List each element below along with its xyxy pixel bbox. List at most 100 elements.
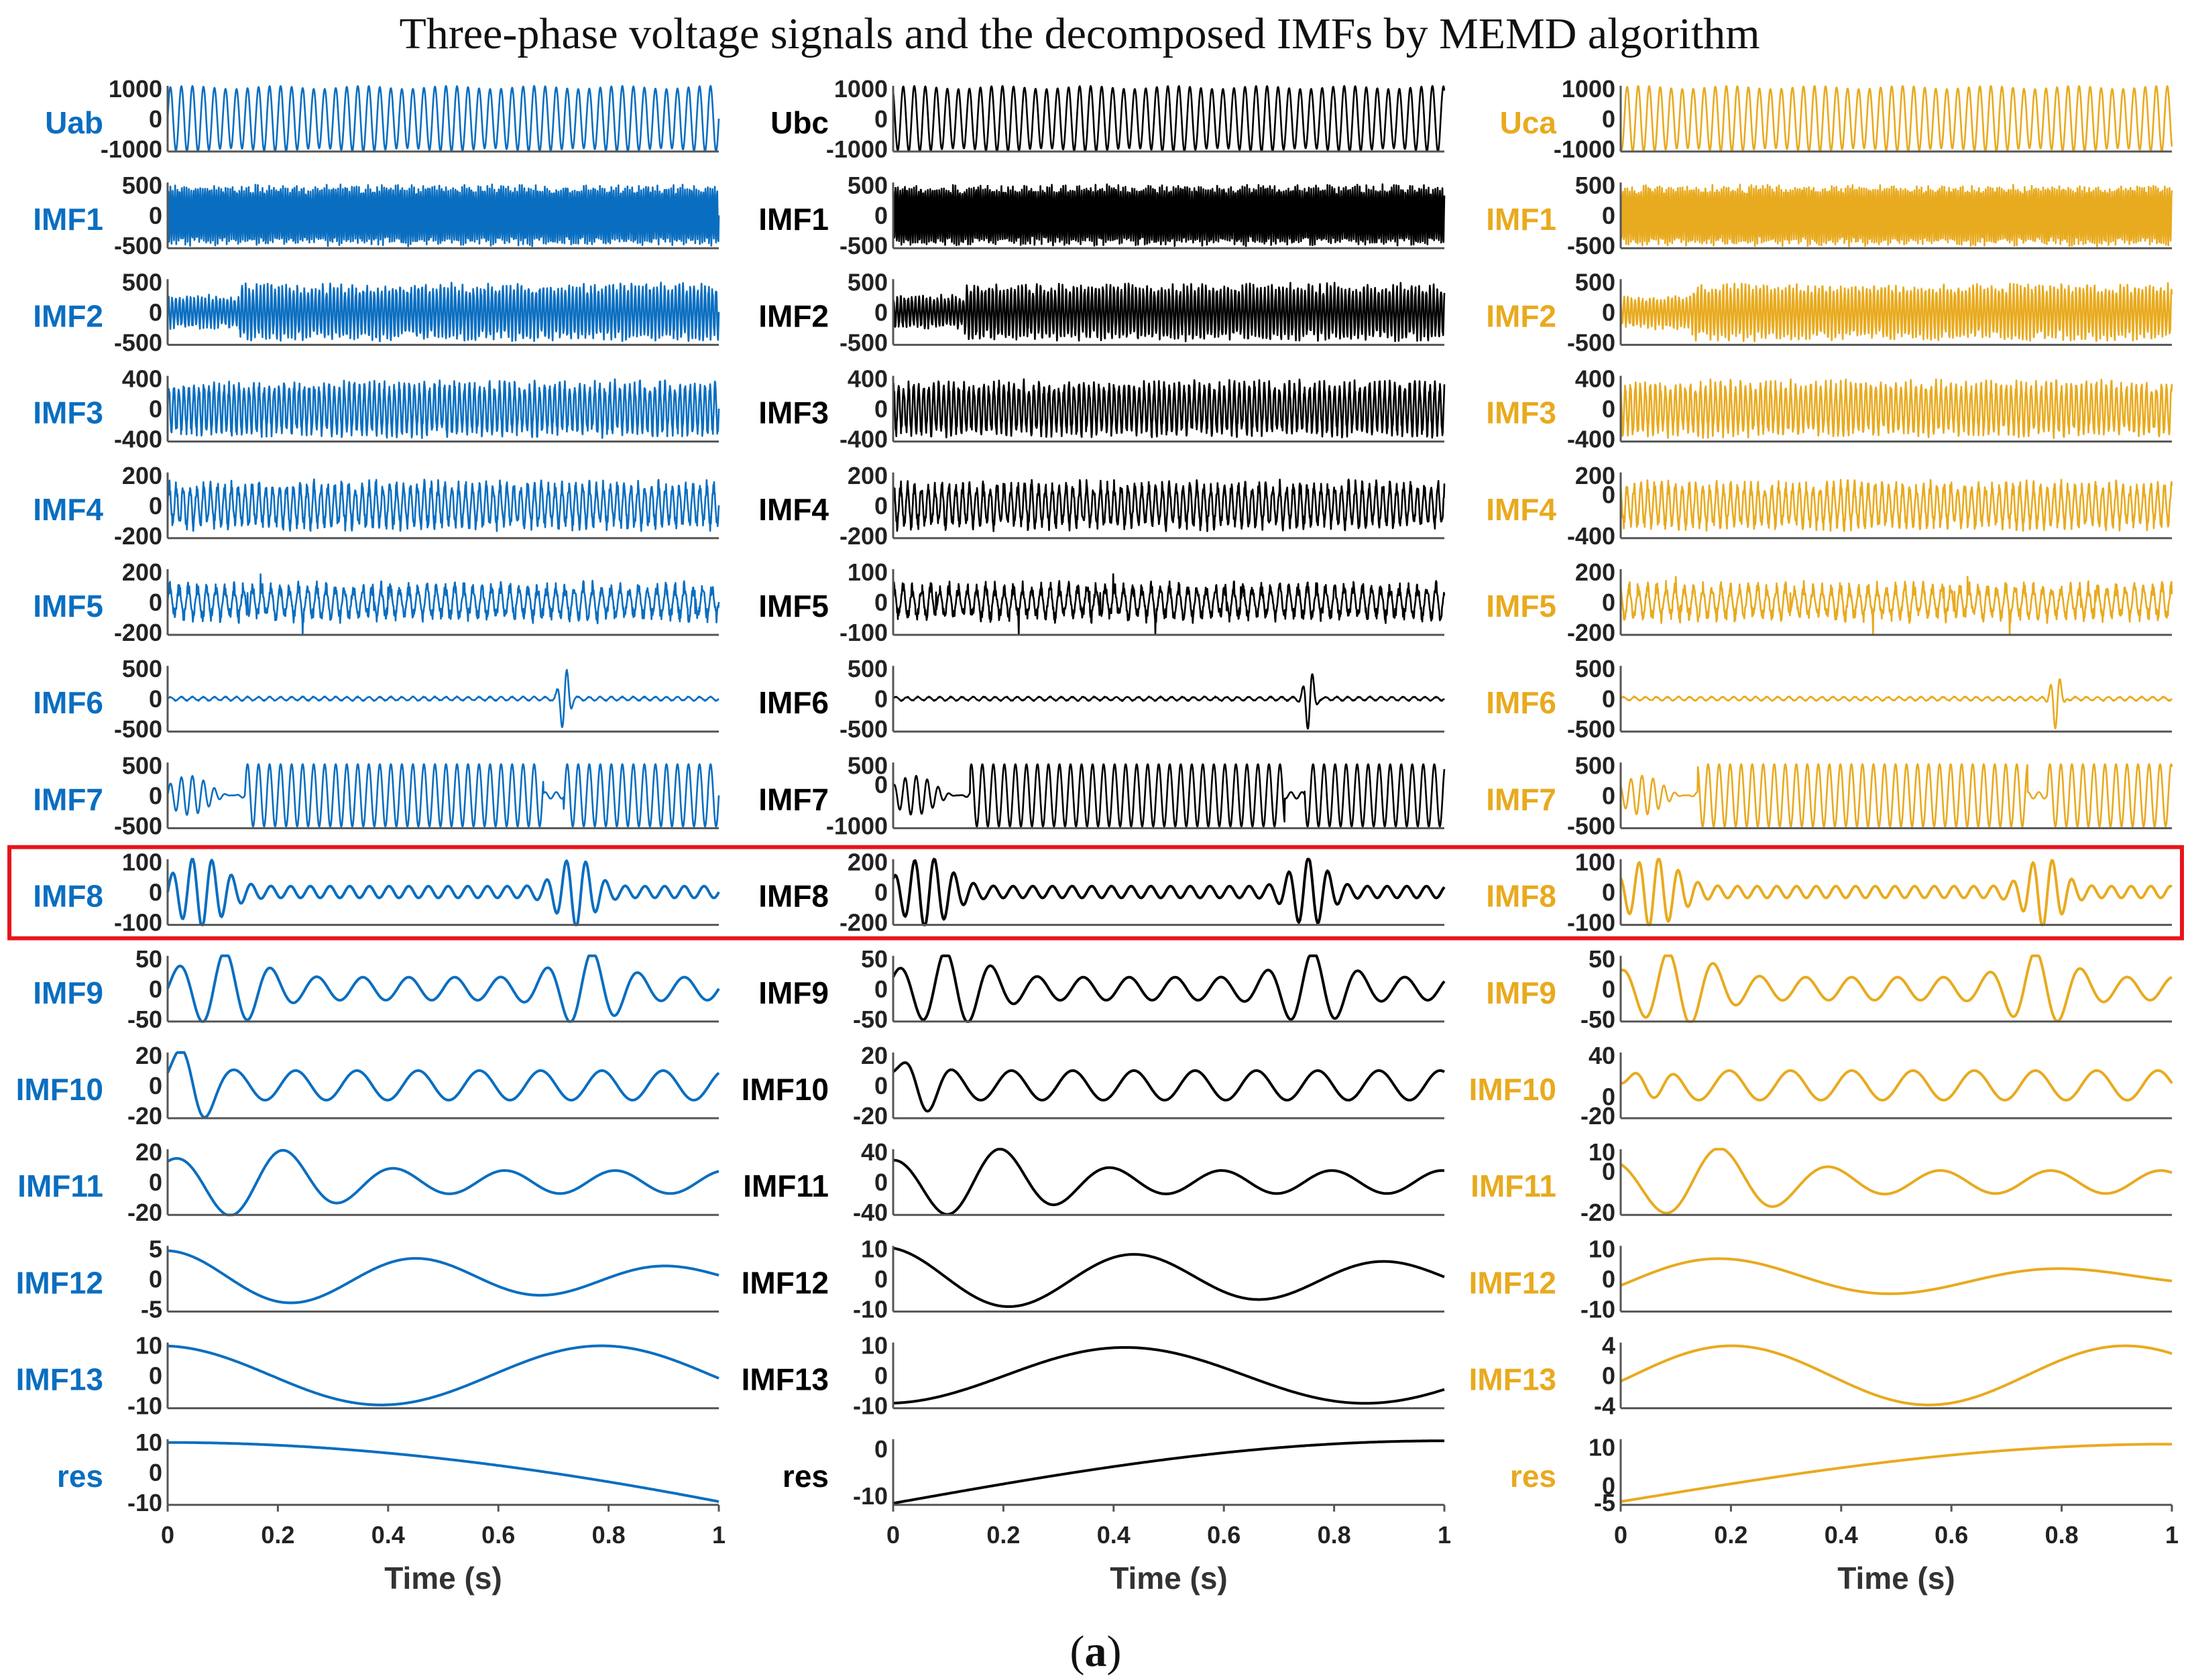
col3-row7-y-tick-label: 500 — [1575, 655, 1615, 682]
col3-row9-y-tick-label: 100 — [1575, 849, 1615, 876]
col1-row10-series-line — [166, 954, 720, 1023]
col2-row1-label: Ubc — [770, 105, 829, 140]
col1-x-tick-label: 0.8 — [592, 1521, 626, 1549]
col2-row13-label: IMF12 — [742, 1265, 829, 1300]
col2-row10-y-tick-label: 50 — [861, 945, 888, 973]
col2-row15-series-line — [892, 1439, 1445, 1505]
col1-row4-label: IMF3 — [33, 396, 103, 430]
col3-row12-series-line — [1619, 1148, 2173, 1215]
col3-row6-label: IMF5 — [1486, 589, 1556, 623]
col2-row10-y-tick-label: -50 — [853, 1006, 888, 1033]
col1-row3-y-tick-label: -500 — [114, 328, 162, 356]
col1-row10-y-tick-label: -50 — [127, 1006, 162, 1033]
col1-row13-y-tick-label: -5 — [141, 1295, 162, 1323]
col1-row8-y-tick-label: -500 — [114, 812, 162, 839]
col2-row4-label: IMF3 — [758, 396, 829, 430]
col3-row9-y-tick-label: 0 — [1602, 879, 1615, 906]
col2-row5-y-tick-label: 0 — [874, 492, 888, 520]
col2-x-tick-label: 0.6 — [1207, 1521, 1241, 1549]
col1-row7-label: IMF6 — [33, 685, 103, 720]
col1-row5-series-line — [166, 478, 720, 532]
col3-row7-y-tick-label: -500 — [1567, 715, 1615, 743]
col1-row13-series-line — [167, 1249, 719, 1305]
col3-row14-y-tick-label: 4 — [1602, 1332, 1615, 1360]
col2-row5-y-tick-label: 200 — [848, 462, 888, 489]
col3-row3-label: IMF2 — [1486, 298, 1556, 333]
col3-row1-y-tick-label: 1000 — [1562, 75, 1615, 103]
col2-row10-series-line — [892, 954, 1446, 1023]
col2-row15-y-tick-label: 0 — [874, 1435, 888, 1463]
col1-row8-series-line — [166, 763, 720, 828]
col2-row7-label: IMF6 — [758, 685, 829, 720]
col2-x-tick-label: 0 — [886, 1521, 900, 1549]
col2-x-tick-label: 0.2 — [986, 1521, 1020, 1549]
col3-row2-y-tick-label: 500 — [1575, 172, 1615, 199]
col1-row7-series-line — [166, 668, 719, 728]
col2-row6-y-tick-label: -100 — [840, 619, 888, 646]
col2-x-tick-label: 0.4 — [1097, 1521, 1131, 1549]
col1-row15-y-tick-label: 0 — [149, 1459, 162, 1486]
col3-row12-y-tick-label: 0 — [1602, 1158, 1615, 1185]
col3-x-tick-label: 0.2 — [1714, 1521, 1747, 1549]
col1-row3-y-tick-label: 0 — [149, 298, 162, 326]
col1-row13-y-tick-label: 0 — [149, 1265, 162, 1293]
col3-x-tick-label: 0.6 — [1935, 1521, 1968, 1549]
col2-row5-y-tick-label: -200 — [840, 522, 888, 550]
caption-close: ) — [1107, 1627, 1122, 1676]
col2-row12-y-tick-label: 0 — [874, 1168, 888, 1196]
col3-row7-series-line — [1620, 678, 2173, 729]
col2-row15-label: res — [783, 1459, 829, 1494]
col2-row2-label: IMF1 — [758, 202, 829, 237]
col1-row14-series-line — [167, 1344, 719, 1406]
col2-row6-y-tick-label: 0 — [874, 589, 888, 616]
col1-row12-y-tick-label: 20 — [135, 1138, 162, 1166]
col3-row2-y-tick-label: 0 — [1602, 202, 1615, 229]
col1-row3-y-tick-label: 500 — [122, 268, 162, 296]
col2-row5-label: IMF4 — [758, 492, 829, 527]
col2-row12-series-line — [892, 1148, 1445, 1216]
col2-row9-y-tick-label: 200 — [848, 849, 888, 876]
col3-row4-y-tick-label: 0 — [1602, 396, 1615, 423]
col3-row8-y-tick-label: 0 — [1602, 782, 1615, 809]
col3-row1-series-line — [1619, 85, 2173, 152]
col1-row6-y-tick-label: 0 — [149, 589, 162, 616]
col1-row6-y-tick-label: 200 — [122, 558, 162, 586]
col3-row4-y-tick-label: -400 — [1567, 426, 1615, 453]
col2-row1-y-tick-label: 0 — [874, 105, 888, 133]
col1-row11-y-tick-label: -20 — [127, 1102, 162, 1130]
col2-row3-y-tick-label: 0 — [874, 298, 888, 326]
col2-row9-y-tick-label: -200 — [840, 909, 888, 937]
col1-x-tick-label: 0.6 — [481, 1521, 515, 1549]
col1-row9-y-tick-label: 100 — [122, 849, 162, 876]
col3-row11-series-line — [1620, 1069, 2173, 1101]
imf8-highlight-box — [7, 845, 2184, 941]
col3-row5-y-tick-label: 200 — [1575, 462, 1615, 489]
col1-row2-label: IMF1 — [33, 202, 103, 237]
col2-row4-y-tick-label: 0 — [874, 396, 888, 423]
col2-x-tick-label: 1 — [1438, 1521, 1451, 1549]
col2-row11-y-tick-label: 20 — [861, 1042, 888, 1069]
col2-row4-series-line — [892, 378, 1446, 439]
col1-row5-y-tick-label: 0 — [149, 492, 162, 520]
col1-row9-y-tick-label: -100 — [114, 909, 162, 937]
col2-row1-y-tick-label: -1000 — [826, 135, 888, 163]
col3-row1-label: Uca — [1500, 105, 1557, 140]
col1-row10-y-tick-label: 50 — [135, 945, 162, 973]
caption-open: ( — [1070, 1627, 1085, 1676]
col2-row2-y-tick-label: 0 — [874, 202, 888, 229]
col1-row15-series-line — [167, 1441, 719, 1503]
col1-row4-series-line — [166, 378, 720, 439]
col3-row7-label: IMF6 — [1486, 685, 1556, 720]
col3-row14-label: IMF13 — [1469, 1362, 1556, 1397]
col3-row1-y-tick-label: -1000 — [1554, 135, 1615, 163]
col3-row13-y-tick-label: -10 — [1580, 1295, 1615, 1323]
col3-row6-series-line — [1619, 575, 2173, 636]
col1-row9-label: IMF8 — [33, 879, 103, 914]
col1-row13-label: IMF12 — [16, 1265, 103, 1300]
col3-row3-series-line — [1619, 282, 2173, 343]
col1-row11-y-tick-label: 0 — [149, 1072, 162, 1099]
col3-row12-y-tick-label: 10 — [1589, 1138, 1615, 1166]
caption-letter: a — [1085, 1627, 1107, 1676]
col1-row2-y-tick-label: -500 — [114, 232, 162, 259]
